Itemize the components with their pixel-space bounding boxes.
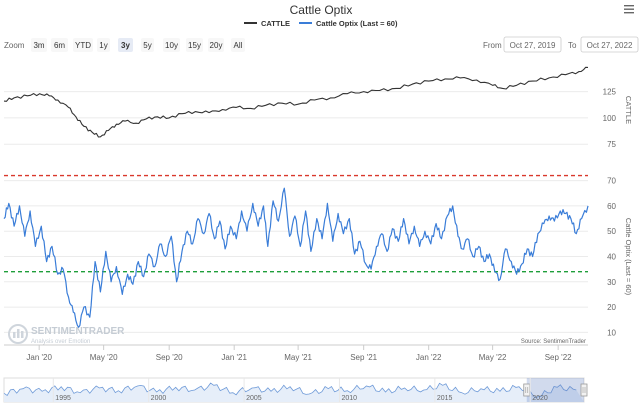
y-tick-label: 60 xyxy=(607,202,616,211)
x-tick-label: Jan '21 xyxy=(221,353,247,362)
y-axes: 75 100 125 CATTLE 10 20 30 40 50 60 70 Cattle Optix… xyxy=(603,88,633,338)
y-axis-title-optix: Cattle Optix (Last = 60) xyxy=(624,218,633,296)
legend-item-cattle[interactable]: CATTLE xyxy=(244,19,290,28)
from-label: From xyxy=(483,41,502,50)
zoom-button-label: 20y xyxy=(210,41,223,50)
navigator[interactable]: 1995 2000 2005 2010 2015 2020 xyxy=(3,377,588,403)
x-tick-label: May '20 xyxy=(90,353,118,362)
zoom-button-label: All xyxy=(234,41,243,50)
y-tick-label: 10 xyxy=(607,328,616,337)
zoom-button-ytd[interactable]: YTD xyxy=(73,38,93,52)
reference-lines xyxy=(4,174,588,273)
legend-label-cattle: CATTLE xyxy=(261,19,290,28)
navigator-tick-label: 2000 xyxy=(151,395,167,402)
watermark-brand: SENTIMENTRADER xyxy=(31,326,125,337)
zoom-label: Zoom xyxy=(4,41,25,50)
zoom-button-label: 15y xyxy=(188,41,201,50)
gridlines xyxy=(4,91,588,333)
zoom-button-3y[interactable]: 3y xyxy=(118,38,133,52)
legend-label-optix: Cattle Optix (Last = 60) xyxy=(316,19,398,28)
zoom-button-label: 6m xyxy=(54,41,65,50)
zoom-button-label: 1y xyxy=(99,41,107,50)
y-tick-label: 40 xyxy=(607,253,616,262)
zoom-button-6m[interactable]: 6m xyxy=(51,38,68,52)
x-tick-label: Sep '21 xyxy=(350,353,377,362)
to-date-value: Oct 27, 2022 xyxy=(587,41,633,50)
zoom-buttons: 3m 6m YTD 1y 3y 5y 10y 15y 20y All xyxy=(31,38,245,52)
to-date-input[interactable] xyxy=(580,36,639,53)
navigator-tick-label: 2010 xyxy=(341,395,357,402)
hamburger-menu-icon[interactable] xyxy=(622,3,636,15)
zoom-button-10y[interactable]: 10y xyxy=(163,38,180,52)
navigator-tick-label: 2015 xyxy=(437,395,453,402)
zoom-button-label: 3y xyxy=(121,41,130,50)
zoom-button-5y[interactable]: 5y xyxy=(141,38,154,52)
zoom-button-all[interactable]: All xyxy=(231,38,245,52)
to-label: To xyxy=(568,41,577,50)
legend-item-optix[interactable]: Cattle Optix (Last = 60) xyxy=(299,19,398,28)
zoom-button-label: 3m xyxy=(33,41,44,50)
zoom-button-20y[interactable]: 20y xyxy=(208,38,224,52)
cattle-optix-line xyxy=(3,187,589,328)
cattle-price-line xyxy=(3,66,589,138)
chart-title: Cattle Optix xyxy=(290,3,353,17)
zoom-button-3m[interactable]: 3m xyxy=(31,38,47,52)
series-layer xyxy=(3,66,589,328)
y-tick-label: 100 xyxy=(603,114,617,123)
x-tick-label: Jan '22 xyxy=(416,353,442,362)
watermark-tagline: Analysis over Emotion xyxy=(31,339,90,345)
watermark-logo: SENTIMENTRADER Analysis over Emotion xyxy=(8,324,125,345)
x-tick-label: Jan '20 xyxy=(26,353,52,362)
y-tick-label: 50 xyxy=(607,227,616,236)
legend: CATTLE Cattle Optix (Last = 60) xyxy=(244,19,398,28)
zoom-button-label: 5y xyxy=(143,41,151,50)
navigator-line xyxy=(3,382,577,399)
y-tick-label: 30 xyxy=(607,278,616,287)
zoom-button-label: YTD xyxy=(75,41,91,50)
navigator-tick-label: 2020 xyxy=(532,395,548,402)
x-tick-label: May '22 xyxy=(479,353,507,362)
navigator-handle-right[interactable] xyxy=(580,383,588,397)
source-note: Source: SentimenTrader xyxy=(521,339,586,345)
from-date-input[interactable] xyxy=(503,36,562,53)
y-tick-label: 70 xyxy=(607,177,616,186)
y-tick-label: 20 xyxy=(607,303,616,312)
navigator-tick-label: 1995 xyxy=(55,395,71,402)
from-date-value: Oct 27, 2019 xyxy=(510,41,556,50)
x-tick-label: Sep '20 xyxy=(156,353,183,362)
x-tick-label: May '21 xyxy=(284,353,312,362)
zoom-button-label: 10y xyxy=(165,41,178,50)
y-tick-label: 125 xyxy=(603,88,617,97)
zoom-button-1y[interactable]: 1y xyxy=(97,38,110,52)
y-axis-title-cattle: CATTLE xyxy=(624,96,633,124)
watermark-icon xyxy=(8,324,28,344)
navigator-tick-label: 2005 xyxy=(246,395,262,402)
zoom-button-15y[interactable]: 15y xyxy=(186,38,203,52)
x-axis: Jan '20 May '20 Sep '20 Jan '21 May '21 Sep '… xyxy=(4,344,588,362)
navigator-selection[interactable] xyxy=(526,378,584,402)
x-tick-label: Sep '22 xyxy=(545,353,572,362)
navigator-handle-left[interactable] xyxy=(523,383,531,397)
y-tick-label: 75 xyxy=(607,140,616,149)
